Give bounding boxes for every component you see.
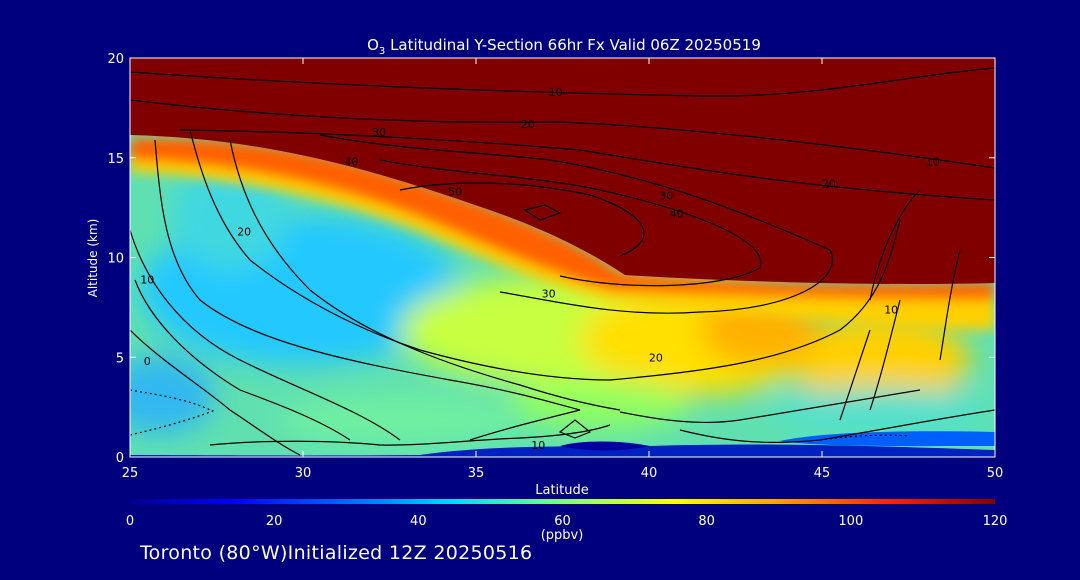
contour-label: 10 [531,439,545,452]
concentration-field [130,58,995,457]
contour-label: 30 [659,190,673,203]
colorbar [130,499,995,504]
contour-label: 30 [372,126,386,139]
contour-label: 40 [344,156,358,169]
contour-label: 40 [670,208,684,221]
colorbar-unit-label: (ppbv) [541,528,584,543]
x-tick-label: 25 [122,466,139,481]
colorbar-tick-label: 60 [554,514,571,529]
contour-label: 10 [549,86,563,99]
x-axis: 25 30 35 40 45 50 [122,58,1004,481]
y-axis-label: Altitude (km) [86,219,100,298]
x-tick-label: 35 [468,466,485,481]
colorbar-tick-label: 120 [983,514,1008,529]
contour-label: 10 [884,303,898,316]
x-tick-label: 45 [814,466,831,481]
colorbar-tick-label: 40 [410,514,427,529]
colorbar-tick-label: 20 [266,514,283,529]
contour-label: 20 [237,226,251,239]
contour-label: 20 [822,178,836,191]
contour-label: 20 [521,118,535,131]
y-tick-label: 10 [107,252,124,267]
chart-title: O3 Latitudinal Y-Section 66hr Fx Valid 0… [367,36,761,57]
contour-label: 0 [144,355,151,368]
contour-labels: 10 30 20 40 50 30 40 20 10 30 20 10 10 20 0 10 [140,86,939,452]
y-tick-label: 0 [116,451,124,466]
colorbar-tick-label: 100 [838,514,863,529]
y-tick-label: 5 [116,351,124,366]
colorbar-tick-label: 80 [698,514,715,529]
y-axis: 0 5 10 15 20 [107,52,995,466]
contour-lines [130,67,995,456]
y-tick-label: 20 [107,52,124,67]
x-tick-label: 40 [641,466,658,481]
x-tick-label: 30 [295,466,312,481]
contour-label: 20 [649,351,663,364]
contour-label: 10 [140,273,154,286]
colorbar-tick-label: 0 [126,514,134,529]
contour-label: 50 [448,186,462,199]
colorbar-ticks: 0 20 40 60 80 100 120 [126,514,1008,529]
x-tick-label: 50 [987,466,1004,481]
x-axis-label: Latitude [535,483,589,498]
y-tick-label: 15 [107,152,124,167]
contour-label: 10 [926,156,940,169]
contour-label: 30 [542,287,556,300]
footer-caption: Toronto (80°W)Initialized 12Z 20250516 [140,542,533,564]
